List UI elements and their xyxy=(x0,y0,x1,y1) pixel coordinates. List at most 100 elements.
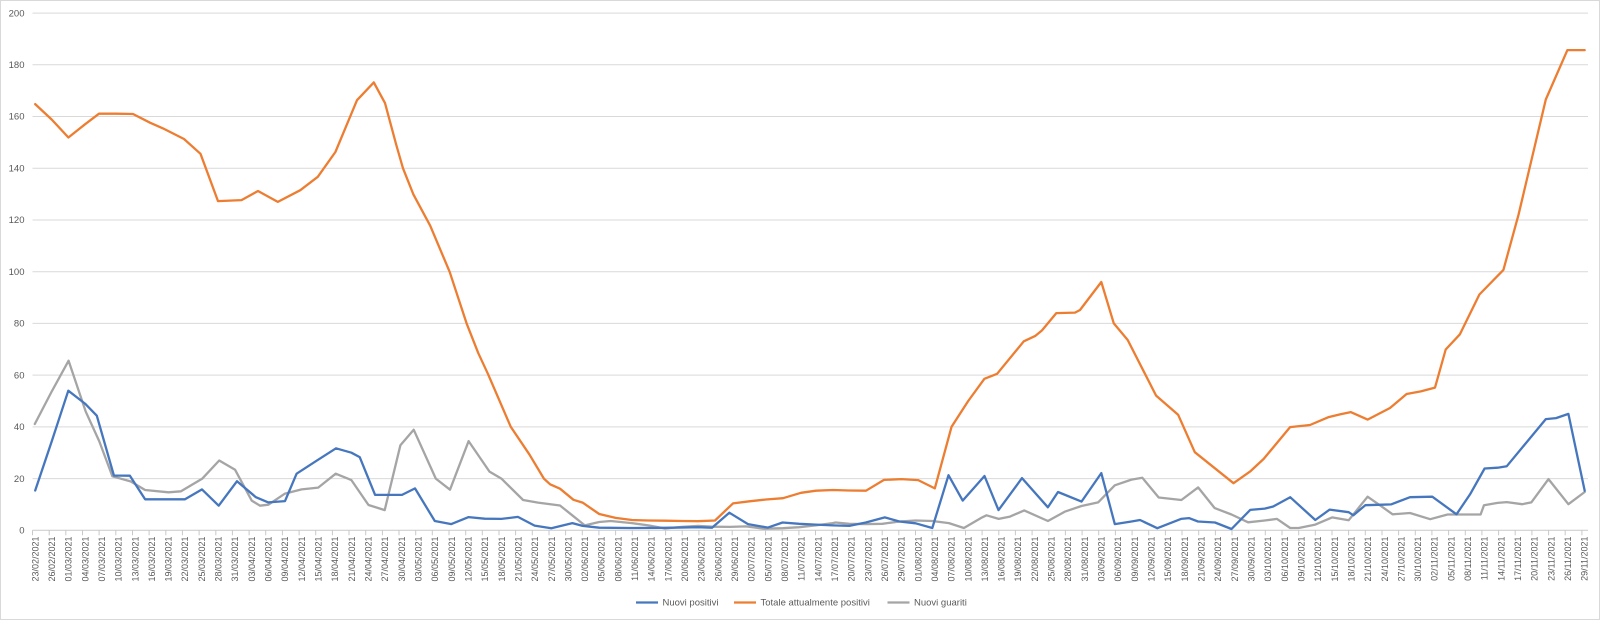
svg-text:01/03/2021: 01/03/2021 xyxy=(64,537,74,582)
svg-text:18/04/2021: 18/04/2021 xyxy=(330,537,340,582)
svg-text:25/03/2021: 25/03/2021 xyxy=(197,537,207,582)
svg-text:Nuovi positivi: Nuovi positivi xyxy=(663,598,719,609)
svg-text:03/05/2021: 03/05/2021 xyxy=(414,537,424,582)
svg-text:27/04/2021: 27/04/2021 xyxy=(380,537,390,582)
svg-text:17/06/2021: 17/06/2021 xyxy=(663,537,673,582)
svg-text:27/05/2021: 27/05/2021 xyxy=(547,537,557,582)
svg-text:20/11/2021: 20/11/2021 xyxy=(1530,537,1540,581)
svg-text:21/10/2021: 21/10/2021 xyxy=(1363,537,1373,582)
svg-text:06/09/2021: 06/09/2021 xyxy=(1113,537,1123,582)
svg-text:23/07/2021: 23/07/2021 xyxy=(863,537,873,582)
svg-text:07/08/2021: 07/08/2021 xyxy=(947,537,957,582)
svg-text:30/10/2021: 30/10/2021 xyxy=(1413,537,1423,582)
svg-text:02/07/2021: 02/07/2021 xyxy=(747,537,757,582)
svg-text:24/04/2021: 24/04/2021 xyxy=(364,537,374,582)
svg-text:19/08/2021: 19/08/2021 xyxy=(1013,537,1023,582)
svg-text:06/04/2021: 06/04/2021 xyxy=(264,537,274,582)
svg-text:30/04/2021: 30/04/2021 xyxy=(397,537,407,582)
svg-text:13/03/2021: 13/03/2021 xyxy=(130,537,140,582)
svg-text:27/10/2021: 27/10/2021 xyxy=(1396,537,1406,582)
svg-text:21/09/2021: 21/09/2021 xyxy=(1197,537,1207,582)
svg-text:160: 160 xyxy=(9,112,25,123)
svg-text:01/08/2021: 01/08/2021 xyxy=(913,537,923,582)
svg-text:23/02/2021: 23/02/2021 xyxy=(30,537,40,582)
svg-text:05/11/2021: 05/11/2021 xyxy=(1446,537,1456,581)
svg-text:24/05/2021: 24/05/2021 xyxy=(530,537,540,582)
svg-text:20: 20 xyxy=(14,474,25,485)
svg-text:29/06/2021: 29/06/2021 xyxy=(730,537,740,582)
svg-text:23/06/2021: 23/06/2021 xyxy=(697,537,707,582)
svg-text:18/10/2021: 18/10/2021 xyxy=(1346,537,1356,582)
svg-text:09/10/2021: 09/10/2021 xyxy=(1297,537,1307,582)
svg-text:26/06/2021: 26/06/2021 xyxy=(713,537,723,582)
svg-text:23/11/2021: 23/11/2021 xyxy=(1546,537,1556,581)
svg-text:28/03/2021: 28/03/2021 xyxy=(214,537,224,582)
svg-text:04/08/2021: 04/08/2021 xyxy=(930,537,940,582)
svg-text:25/08/2021: 25/08/2021 xyxy=(1047,537,1057,582)
svg-text:08/06/2021: 08/06/2021 xyxy=(613,537,623,582)
svg-text:17/11/2021: 17/11/2021 xyxy=(1513,537,1523,581)
svg-text:180: 180 xyxy=(9,60,25,71)
svg-text:200: 200 xyxy=(9,8,25,19)
svg-text:08/07/2021: 08/07/2021 xyxy=(780,537,790,582)
svg-text:15/10/2021: 15/10/2021 xyxy=(1330,537,1340,582)
svg-text:12/09/2021: 12/09/2021 xyxy=(1147,537,1157,582)
svg-text:14/06/2021: 14/06/2021 xyxy=(647,537,657,582)
svg-text:18/05/2021: 18/05/2021 xyxy=(497,537,507,582)
svg-text:03/10/2021: 03/10/2021 xyxy=(1263,537,1273,582)
svg-text:03/09/2021: 03/09/2021 xyxy=(1097,537,1107,582)
svg-text:05/07/2021: 05/07/2021 xyxy=(763,537,773,582)
svg-text:140: 140 xyxy=(9,164,25,175)
svg-text:04/03/2021: 04/03/2021 xyxy=(80,537,90,582)
svg-text:26/11/2021: 26/11/2021 xyxy=(1563,537,1573,581)
svg-text:17/07/2021: 17/07/2021 xyxy=(830,537,840,582)
svg-text:120: 120 xyxy=(9,215,25,226)
svg-text:20/07/2021: 20/07/2021 xyxy=(847,537,857,582)
svg-text:31/03/2021: 31/03/2021 xyxy=(230,537,240,582)
svg-text:03/04/2021: 03/04/2021 xyxy=(247,537,257,582)
svg-text:60: 60 xyxy=(14,370,25,381)
svg-text:15/04/2021: 15/04/2021 xyxy=(314,537,324,582)
svg-text:24/10/2021: 24/10/2021 xyxy=(1380,537,1390,582)
svg-text:09/05/2021: 09/05/2021 xyxy=(447,537,457,582)
svg-text:16/08/2021: 16/08/2021 xyxy=(997,537,1007,582)
svg-text:12/05/2021: 12/05/2021 xyxy=(464,537,474,582)
svg-text:18/09/2021: 18/09/2021 xyxy=(1180,537,1190,582)
svg-text:14/11/2021: 14/11/2021 xyxy=(1496,537,1506,581)
svg-text:09/04/2021: 09/04/2021 xyxy=(280,537,290,582)
svg-text:14/07/2021: 14/07/2021 xyxy=(813,537,823,582)
svg-text:16/03/2021: 16/03/2021 xyxy=(147,537,157,582)
svg-text:29/07/2021: 29/07/2021 xyxy=(897,537,907,582)
svg-text:21/05/2021: 21/05/2021 xyxy=(513,537,523,582)
svg-text:09/09/2021: 09/09/2021 xyxy=(1130,537,1140,582)
svg-text:24/09/2021: 24/09/2021 xyxy=(1213,537,1223,582)
svg-text:26/02/2021: 26/02/2021 xyxy=(47,537,57,582)
svg-text:15/05/2021: 15/05/2021 xyxy=(480,537,490,582)
svg-text:10/03/2021: 10/03/2021 xyxy=(114,537,124,582)
svg-text:30/05/2021: 30/05/2021 xyxy=(563,537,573,582)
svg-text:12/04/2021: 12/04/2021 xyxy=(297,537,307,582)
svg-text:40: 40 xyxy=(14,422,25,433)
svg-text:27/09/2021: 27/09/2021 xyxy=(1230,537,1240,582)
svg-text:80: 80 xyxy=(14,319,25,330)
svg-text:31/08/2021: 31/08/2021 xyxy=(1080,537,1090,582)
svg-text:22/08/2021: 22/08/2021 xyxy=(1030,537,1040,582)
svg-text:Nuovi guariti: Nuovi guariti xyxy=(914,598,967,609)
svg-text:05/06/2021: 05/06/2021 xyxy=(597,537,607,582)
svg-text:11/06/2021: 11/06/2021 xyxy=(630,537,640,581)
svg-text:28/08/2021: 28/08/2021 xyxy=(1063,537,1073,582)
svg-text:22/03/2021: 22/03/2021 xyxy=(180,537,190,582)
svg-text:Totale attualmente positivi: Totale attualmente positivi xyxy=(761,598,870,609)
svg-text:26/07/2021: 26/07/2021 xyxy=(880,537,890,582)
svg-text:19/03/2021: 19/03/2021 xyxy=(164,537,174,582)
svg-text:10/08/2021: 10/08/2021 xyxy=(963,537,973,582)
svg-text:15/09/2021: 15/09/2021 xyxy=(1163,537,1173,582)
svg-text:08/11/2021: 08/11/2021 xyxy=(1463,537,1473,581)
svg-text:0: 0 xyxy=(19,526,24,537)
svg-text:30/09/2021: 30/09/2021 xyxy=(1247,537,1257,582)
svg-text:02/06/2021: 02/06/2021 xyxy=(580,537,590,582)
svg-text:20/06/2021: 20/06/2021 xyxy=(680,537,690,582)
svg-text:11/07/2021: 11/07/2021 xyxy=(797,537,807,581)
svg-text:06/05/2021: 06/05/2021 xyxy=(430,537,440,582)
svg-text:12/10/2021: 12/10/2021 xyxy=(1313,537,1323,582)
